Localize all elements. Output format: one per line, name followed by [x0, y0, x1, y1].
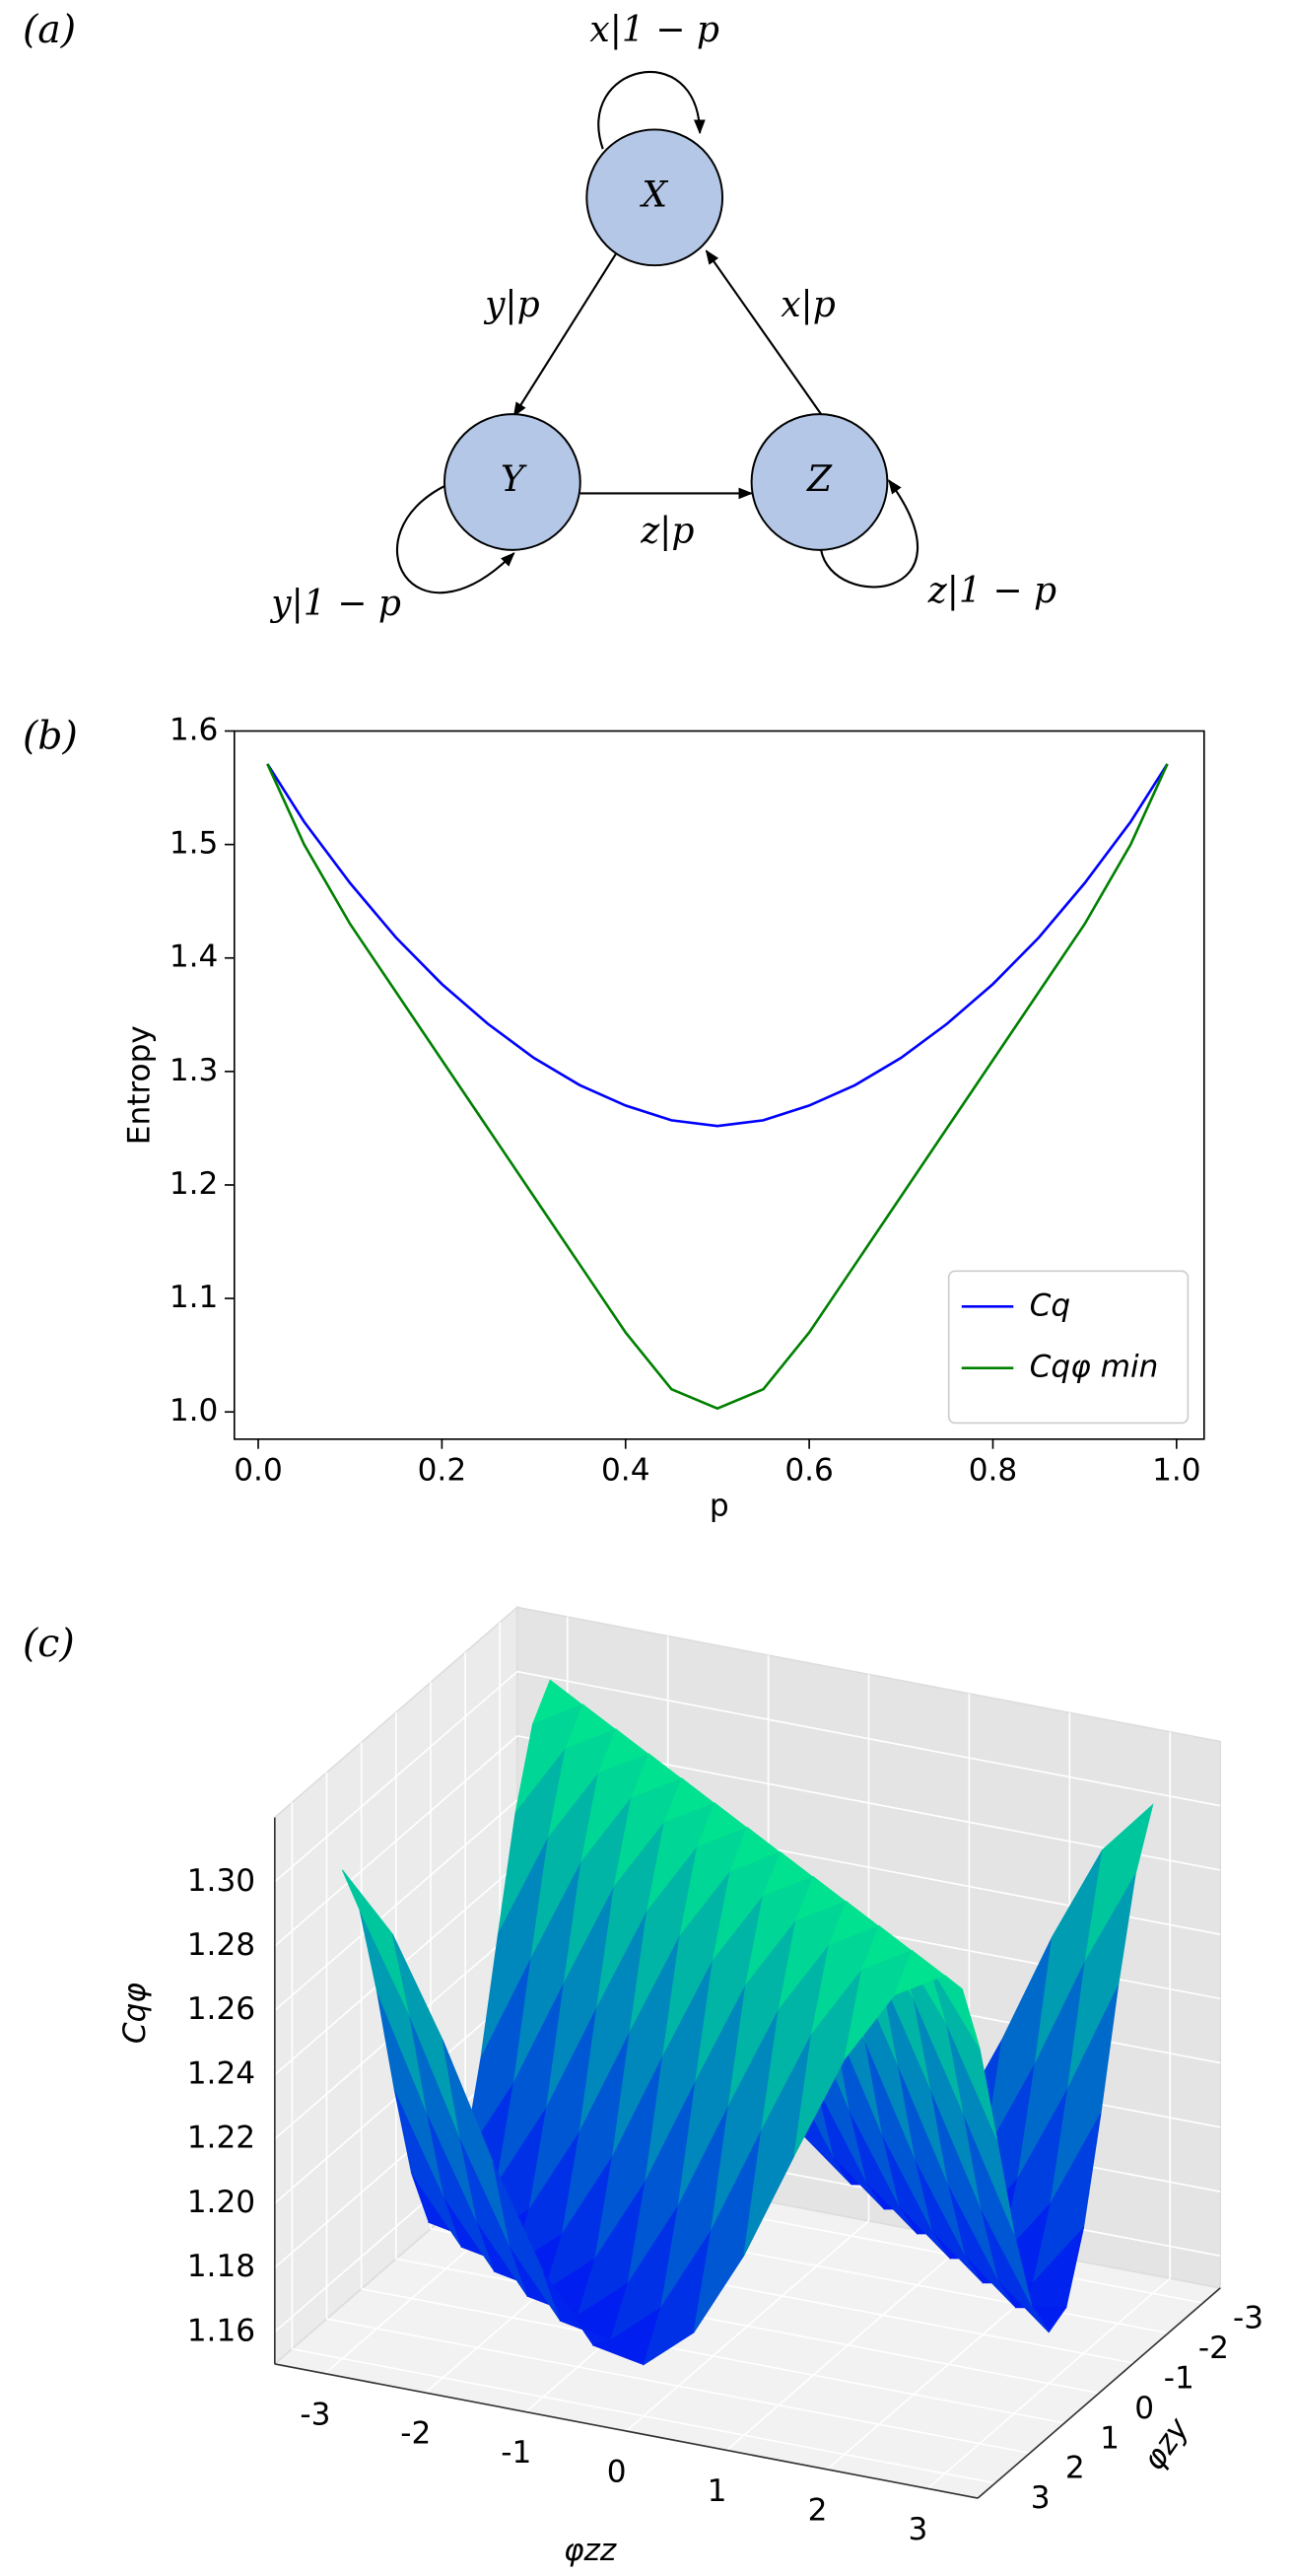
z-tick-label: 1.30 [187, 1863, 255, 1899]
panel-label: (a) [23, 7, 76, 52]
y-tick-label: -1 [1164, 2360, 1194, 2396]
node [585, 128, 724, 267]
y-tick-label: 1.4 [170, 940, 219, 975]
edge [820, 479, 919, 589]
z-tick-label: 1.20 [187, 2185, 255, 2220]
z-tick-label: 1.28 [187, 1927, 255, 1963]
y-tick-label: 1.2 [170, 1166, 219, 1202]
x-tick-label: 0.8 [969, 1453, 1018, 1489]
edge-label: y|p [483, 284, 540, 325]
grid-line [274, 1670, 518, 1883]
plot-frame [233, 730, 1205, 1440]
y-axis-label: Entropy [122, 1025, 158, 1145]
edge [705, 249, 822, 415]
z-tick-label: 1.16 [187, 2313, 255, 2348]
node-label: X [639, 174, 668, 215]
y-tick-label: 1 [1100, 2420, 1120, 2456]
edge-label: x|p [781, 284, 836, 325]
edge [512, 253, 617, 417]
y-tick-label: 1.6 [170, 713, 219, 748]
surface [341, 1679, 1154, 2366]
grid-line [292, 2347, 995, 2484]
grid-line [274, 1799, 518, 2011]
series-line [266, 763, 1169, 1411]
x-tick-label: 0.2 [418, 1453, 467, 1489]
z-axis-label: Cqφ [117, 1983, 153, 2045]
edge-label: z|1 − p [927, 570, 1056, 611]
y-axis-line [977, 2287, 1221, 2499]
x-tick-label: 1.0 [1152, 1453, 1201, 1489]
x-tick-label: -1 [501, 2435, 531, 2471]
x-axis-label: φzz [564, 2533, 617, 2568]
line-chart: 0.0 0.2 0.4 0.6 0.8 1.0 1.0 1.1 1.2 1.3 1.4 1.5 1.6 p… [122, 713, 1205, 1524]
x-tick-label: 0 [607, 2455, 627, 2490]
x-tick-label: 2 [808, 2493, 828, 2529]
z-tick-label: 1.18 [187, 2249, 255, 2284]
edge-label: x|1 − p [589, 9, 719, 50]
node-label: Y [501, 458, 527, 500]
x-tick-label: 0.0 [234, 1453, 283, 1489]
legend-label: Cqφ min [1030, 1350, 1159, 1385]
y-tick-label: 0 [1134, 2391, 1154, 2426]
x-tick-label: 0.4 [601, 1453, 650, 1489]
edge-label: y|1 − p [269, 583, 401, 624]
node [750, 413, 889, 551]
z-tick-label: 1.22 [187, 2121, 255, 2156]
y-tick-label: -2 [1198, 2331, 1229, 2366]
y-tick-label: 1.1 [170, 1280, 219, 1315]
y-tick-label: 1.3 [170, 1053, 219, 1088]
surface-patch [893, 1949, 963, 1996]
x-tick-label: -2 [400, 2416, 431, 2452]
node [443, 413, 581, 551]
x-tick-label: 0.6 [784, 1453, 834, 1489]
x-axis-label: p [710, 1489, 729, 1524]
z-tick-label: 1.24 [187, 2055, 255, 2091]
z-tick-label: 1.26 [187, 1991, 255, 2027]
y-tick-label: 1.5 [170, 826, 219, 862]
legend: Cq Cqφ min [947, 1270, 1190, 1425]
legend-label: Cq [1030, 1288, 1071, 1323]
diagram: X Y Z x|1 − p y|p x|p z|p y|1 − p z|1 − … [269, 9, 1056, 624]
edge [597, 70, 706, 150]
x-tick-label: 1 [708, 2473, 727, 2509]
y-tick-label: 1.0 [170, 1393, 219, 1428]
panel-label: (b) [23, 714, 78, 759]
edge [395, 484, 515, 594]
grid-line [395, 2258, 1100, 2395]
grid-line [516, 1670, 1221, 1807]
surface-chart: -3-2-10123-3-2-101231.161.181.201.221.24… [117, 1605, 1263, 2568]
y-tick-label: 2 [1065, 2451, 1085, 2486]
y-tick-label: 3 [1031, 2480, 1051, 2516]
y-tick-label: -3 [1233, 2300, 1263, 2335]
edge-label: z|p [640, 510, 694, 551]
x-axis-line [274, 2363, 979, 2499]
grid-line [274, 1735, 518, 1947]
panel-label: (c) [23, 1621, 75, 1666]
node-label: Z [806, 458, 833, 500]
series-line [266, 763, 1169, 1128]
grid-line [361, 2287, 1065, 2424]
x-tick-label: 3 [908, 2512, 927, 2547]
grid-line [326, 2318, 1031, 2455]
legend-box [947, 1270, 1190, 1425]
x-tick-label: -3 [300, 2397, 330, 2432]
